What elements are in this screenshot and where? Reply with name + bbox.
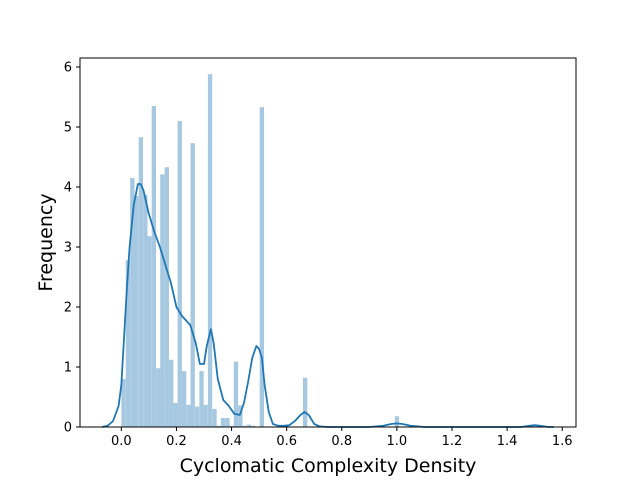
histogram-bar <box>151 106 157 427</box>
histogram-bar <box>125 260 131 427</box>
kde-line <box>101 183 554 428</box>
histogram-bar <box>212 409 217 427</box>
histogram-bars <box>121 74 400 427</box>
histogram-bar <box>246 424 252 427</box>
histogram-bar <box>169 359 174 427</box>
histogram-bar <box>134 196 139 427</box>
y-tick-label: 1 <box>64 361 72 376</box>
x-tick-label: 0.6 <box>276 434 297 449</box>
y-tick-label: 2 <box>64 301 72 316</box>
plot-frame <box>79 57 577 428</box>
histogram-bar <box>207 74 213 427</box>
histogram-bar <box>242 425 247 427</box>
histogram-bar <box>160 174 165 427</box>
histogram-bar <box>138 137 144 427</box>
histogram-bar <box>233 361 239 427</box>
x-axis-ticks: 0.0 0.2 0.4 0.6 0.8 1.0 1.2 1.4 1.6 <box>111 427 573 449</box>
x-tick-label: 1.4 <box>497 434 518 449</box>
histogram-bar <box>216 425 221 427</box>
x-tick-label: 0.8 <box>331 434 352 449</box>
histogram-bar <box>164 167 169 427</box>
histogram-bar <box>302 377 308 427</box>
histogram-bar <box>238 405 243 427</box>
histogram-bar <box>251 425 256 427</box>
y-tick-label: 3 <box>64 241 72 256</box>
x-tick-label: 0.2 <box>166 434 187 449</box>
y-tick-label: 4 <box>64 181 72 196</box>
histogram-bar <box>147 236 152 427</box>
histogram-bar <box>225 418 230 427</box>
y-axis-label: Frequency <box>35 193 57 291</box>
histogram-bar <box>203 404 208 427</box>
histogram-bar <box>259 107 265 427</box>
y-tick-label: 5 <box>64 121 72 136</box>
histogram-bar <box>194 406 200 427</box>
y-tick-label: 6 <box>64 61 72 76</box>
x-tick-label: 0.0 <box>111 434 132 449</box>
x-tick-label: 0.4 <box>221 434 242 449</box>
histogram-bar <box>186 404 191 427</box>
histogram-bar <box>121 379 126 427</box>
histogram-bar <box>181 371 187 427</box>
kde-curve-group <box>101 183 554 428</box>
histogram-bar <box>229 425 234 427</box>
y-tick-label: 0 <box>64 421 72 436</box>
histogram-bar <box>177 121 182 427</box>
histogram-bar <box>156 368 161 427</box>
x-tick-label: 1.0 <box>387 434 408 449</box>
x-tick-label: 1.2 <box>442 434 463 449</box>
histogram-bar <box>220 418 226 427</box>
histogram-bar <box>394 416 400 427</box>
x-tick-label: 1.6 <box>552 434 573 449</box>
y-axis-ticks: 0 1 2 3 4 5 6 <box>64 61 80 436</box>
histogram-bar <box>143 194 148 427</box>
histogram-bar <box>190 143 195 427</box>
histogram-bar <box>199 371 204 427</box>
x-axis-label: Cyclomatic Complexity Density <box>180 455 477 477</box>
histogram-bar <box>130 178 135 427</box>
histogram-bar <box>173 403 178 427</box>
